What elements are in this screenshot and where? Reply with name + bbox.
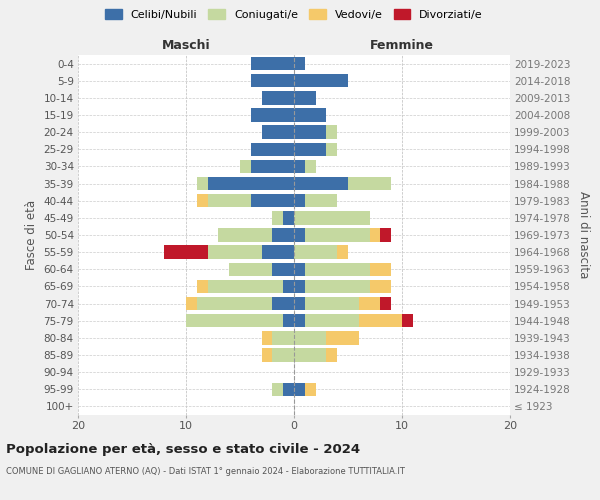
Bar [326, 331, 359, 344]
Bar [272, 297, 294, 310]
Bar [197, 194, 208, 207]
Bar [251, 74, 294, 88]
Bar [305, 228, 370, 241]
Bar [294, 228, 305, 241]
Y-axis label: Fasce di età: Fasce di età [25, 200, 38, 270]
Bar [294, 194, 305, 207]
Bar [294, 74, 348, 88]
Bar [164, 246, 208, 259]
Bar [380, 228, 391, 241]
Bar [240, 160, 251, 173]
Bar [197, 297, 272, 310]
Y-axis label: Anni di nascita: Anni di nascita [577, 192, 590, 278]
Bar [370, 262, 391, 276]
Bar [283, 211, 294, 224]
Bar [229, 262, 272, 276]
Bar [186, 314, 283, 328]
Text: Popolazione per età, sesso e stato civile - 2024: Popolazione per età, sesso e stato civil… [6, 442, 360, 456]
Bar [272, 262, 294, 276]
Bar [208, 194, 251, 207]
Bar [283, 280, 294, 293]
Bar [294, 280, 305, 293]
Bar [197, 280, 208, 293]
Bar [370, 228, 380, 241]
Bar [294, 331, 326, 344]
Bar [294, 211, 370, 224]
Bar [294, 314, 305, 328]
Bar [305, 262, 370, 276]
Bar [294, 177, 348, 190]
Bar [262, 246, 294, 259]
Bar [197, 177, 208, 190]
Text: Femmine: Femmine [370, 38, 434, 52]
Bar [380, 297, 391, 310]
Bar [262, 91, 294, 104]
Bar [337, 246, 348, 259]
Bar [208, 246, 262, 259]
Bar [305, 297, 359, 310]
Bar [262, 126, 294, 139]
Bar [218, 228, 272, 241]
Bar [370, 280, 391, 293]
Bar [272, 211, 283, 224]
Bar [305, 194, 337, 207]
Bar [294, 57, 305, 70]
Bar [305, 280, 370, 293]
Bar [294, 126, 326, 139]
Bar [294, 297, 305, 310]
Bar [294, 142, 326, 156]
Bar [272, 382, 283, 396]
Bar [305, 314, 359, 328]
Bar [208, 177, 294, 190]
Bar [294, 348, 326, 362]
Bar [305, 160, 316, 173]
Bar [294, 246, 337, 259]
Bar [294, 160, 305, 173]
Bar [326, 348, 337, 362]
Bar [359, 297, 380, 310]
Bar [326, 126, 337, 139]
Bar [251, 108, 294, 122]
Bar [402, 314, 413, 328]
Bar [294, 382, 305, 396]
Bar [251, 160, 294, 173]
Bar [294, 91, 316, 104]
Legend: Celibi/Nubili, Coniugati/e, Vedovi/e, Divorziati/e: Celibi/Nubili, Coniugati/e, Vedovi/e, Di… [101, 5, 487, 24]
Bar [359, 314, 402, 328]
Bar [251, 57, 294, 70]
Text: Maschi: Maschi [161, 38, 211, 52]
Bar [272, 348, 294, 362]
Bar [262, 348, 272, 362]
Bar [294, 108, 326, 122]
Bar [262, 331, 272, 344]
Bar [326, 142, 337, 156]
Bar [208, 280, 283, 293]
Bar [272, 228, 294, 241]
Bar [251, 142, 294, 156]
Bar [186, 297, 197, 310]
Bar [305, 382, 316, 396]
Bar [294, 262, 305, 276]
Bar [272, 331, 294, 344]
Text: COMUNE DI GAGLIANO ATERNO (AQ) - Dati ISTAT 1° gennaio 2024 - Elaborazione TUTTI: COMUNE DI GAGLIANO ATERNO (AQ) - Dati IS… [6, 468, 405, 476]
Bar [251, 194, 294, 207]
Bar [348, 177, 391, 190]
Bar [283, 314, 294, 328]
Bar [283, 382, 294, 396]
